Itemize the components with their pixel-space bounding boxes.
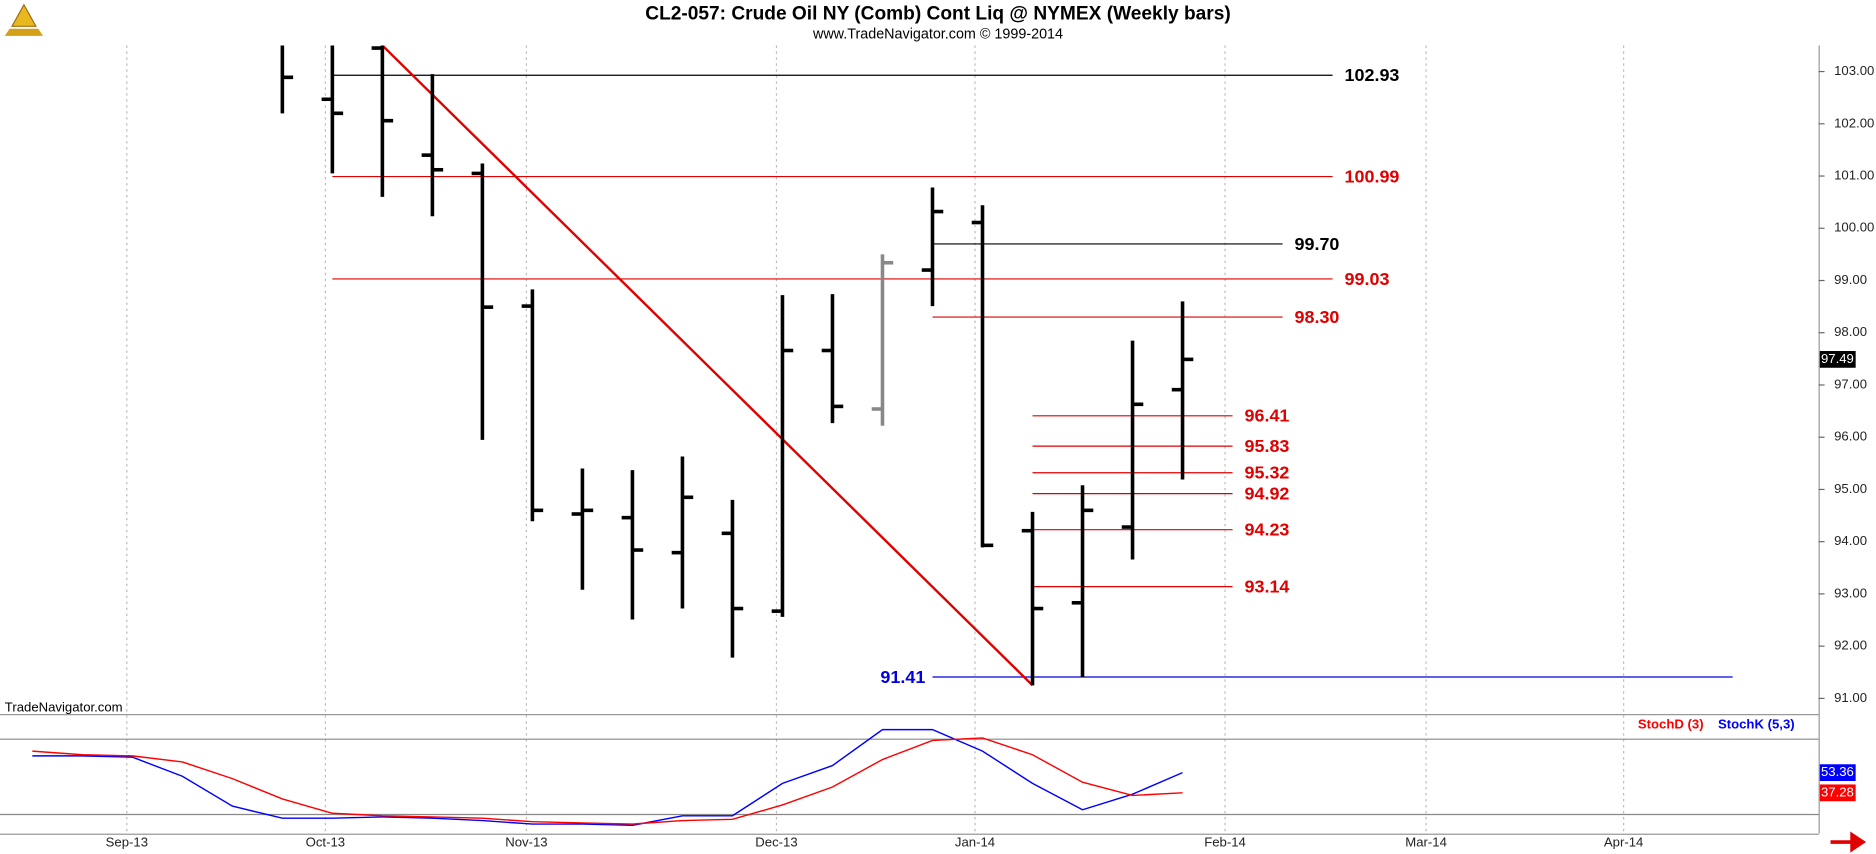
level-label: 95.32	[1245, 463, 1290, 483]
y-tick-label: 97.00	[1834, 376, 1867, 391]
stoch-line	[32, 728, 1183, 827]
level-label: 95.83	[1245, 436, 1290, 456]
y-tick-label: 95.00	[1834, 481, 1867, 496]
y-tick-label: 91.00	[1834, 690, 1867, 705]
y-tick-label: 93.00	[1834, 585, 1867, 600]
x-tick-label: Apr-14	[1604, 835, 1643, 850]
x-tick-label: Oct-13	[306, 835, 345, 850]
scroll-arrow[interactable]	[1830, 831, 1867, 853]
price-panel	[280, 45, 1733, 687]
watermark: TradeNavigator.com	[5, 700, 123, 715]
x-tick-label: Jan-14	[955, 835, 995, 850]
legend-entry: StochK (5,3)	[1718, 716, 1795, 731]
last-price-label: 97.49	[1821, 351, 1854, 366]
y-tick-label: 98.00	[1834, 324, 1867, 339]
value-label: 37.28	[1821, 784, 1854, 799]
y-tick-label: 102.00	[1834, 115, 1874, 130]
x-tick-label: Sep-13	[106, 835, 148, 850]
stoch-line	[32, 737, 1183, 825]
level-label: 102.93	[1345, 65, 1400, 85]
level-label: 100.99	[1345, 166, 1400, 186]
y-tick-label: 101.00	[1834, 168, 1874, 183]
level-label: 91.41	[880, 667, 925, 687]
y-tick-label: 94.00	[1834, 533, 1867, 548]
logo	[4, 3, 44, 36]
chart-title: CL2-057: Crude Oil NY (Comb) Cont Liq @ …	[645, 3, 1230, 24]
y-tick-label: 99.00	[1834, 272, 1867, 287]
legend-entry: StochD (3)	[1638, 716, 1704, 731]
chart-subtitle: www.TradeNavigator.com © 1999-2014	[812, 26, 1063, 42]
level-label: 98.30	[1295, 307, 1340, 327]
y-tick-label: 100.00	[1834, 220, 1874, 235]
x-tick-label: Feb-14	[1204, 835, 1246, 850]
level-label: 93.14	[1245, 577, 1290, 597]
y-tick-label: 103.00	[1834, 63, 1874, 78]
x-tick-label: Nov-13	[505, 835, 547, 850]
x-tick-label: Mar-14	[1405, 835, 1447, 850]
value-box	[1819, 764, 1856, 782]
y-tick-label: 92.00	[1834, 638, 1867, 653]
value-box	[1819, 784, 1856, 802]
level-label: 96.41	[1245, 406, 1290, 426]
last-price-box	[1819, 351, 1856, 368]
level-label: 94.23	[1245, 520, 1290, 540]
level-label: 99.70	[1295, 234, 1340, 254]
x-tick-label: Dec-13	[755, 835, 797, 850]
trend-line	[381, 45, 1034, 687]
value-label: 53.36	[1821, 764, 1854, 779]
level-label: 94.92	[1245, 484, 1290, 504]
y-tick-label: 96.00	[1834, 429, 1867, 444]
level-label: 99.03	[1345, 269, 1390, 289]
